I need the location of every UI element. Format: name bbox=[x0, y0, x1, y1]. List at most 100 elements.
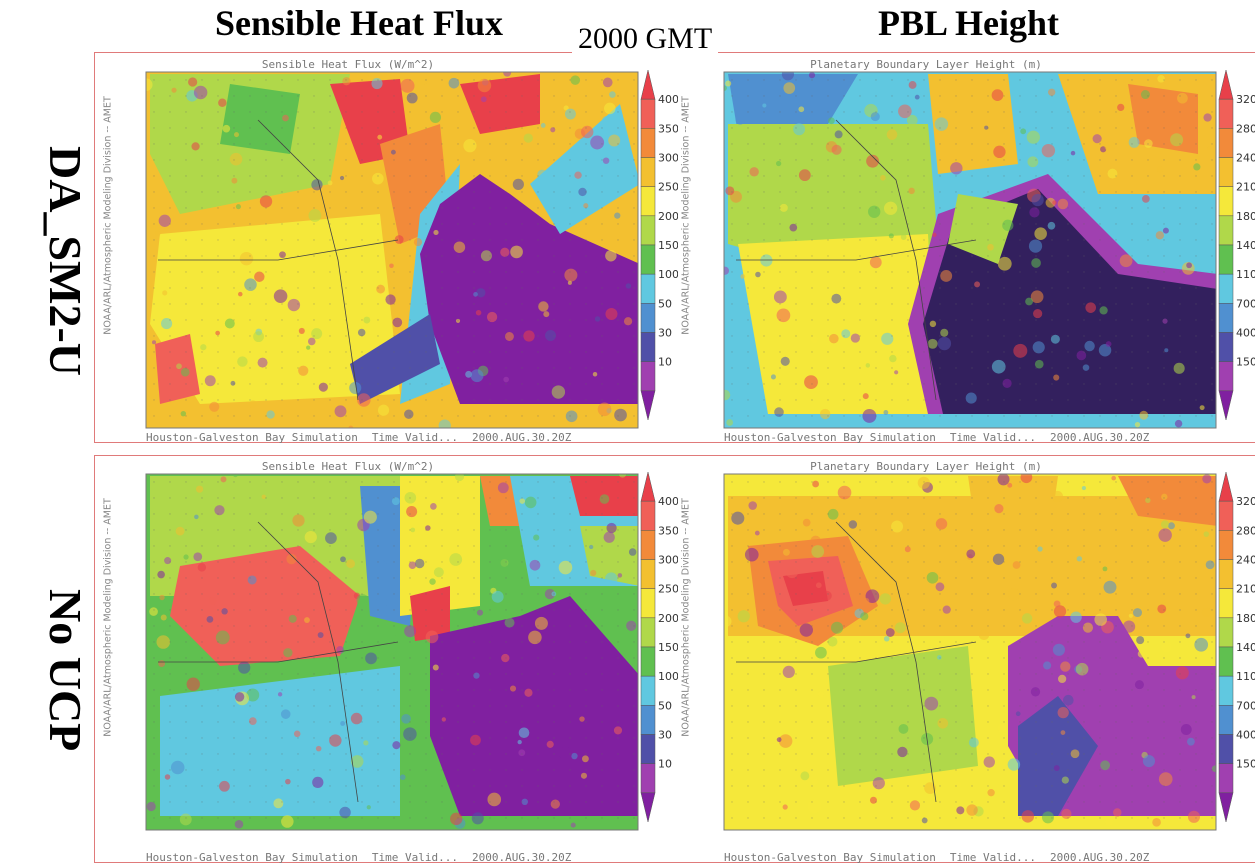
grid-point bbox=[345, 753, 347, 755]
grid-point bbox=[505, 335, 507, 337]
grid-point bbox=[907, 625, 909, 627]
colorbar-tick-label: 1100 bbox=[1236, 670, 1255, 683]
grid-point bbox=[795, 191, 797, 193]
grid-point bbox=[393, 609, 395, 611]
grid-point bbox=[553, 415, 555, 417]
contour-speckle bbox=[590, 569, 597, 577]
contour-speckle bbox=[886, 129, 898, 140]
contour-speckle bbox=[618, 474, 627, 478]
grid-point bbox=[731, 753, 733, 755]
grid-point bbox=[747, 705, 749, 707]
contour-speckle bbox=[601, 116, 612, 126]
contour-speckle bbox=[908, 81, 917, 89]
grid-point bbox=[425, 801, 427, 803]
grid-point bbox=[1083, 303, 1085, 305]
grid-point bbox=[585, 303, 587, 305]
grid-point bbox=[441, 609, 443, 611]
grid-point bbox=[1131, 657, 1133, 659]
grid-point bbox=[779, 383, 781, 385]
grid-point bbox=[553, 769, 555, 771]
grid-point bbox=[297, 223, 299, 225]
grid-point bbox=[1211, 737, 1213, 739]
contour-speckle bbox=[827, 508, 839, 520]
grid-point bbox=[633, 513, 635, 515]
grid-point bbox=[1019, 127, 1021, 129]
grid-point bbox=[569, 545, 571, 547]
grid-point bbox=[617, 785, 619, 787]
grid-point bbox=[585, 801, 587, 803]
map-border bbox=[145, 473, 639, 831]
contour-speckle bbox=[257, 357, 268, 368]
grid-point bbox=[153, 721, 155, 723]
grid-point bbox=[1003, 111, 1005, 113]
grid-point bbox=[313, 737, 315, 739]
grid-point bbox=[265, 673, 267, 675]
grid-point bbox=[731, 399, 733, 401]
contour-speckle bbox=[183, 554, 189, 560]
grid-point bbox=[217, 753, 219, 755]
contour-speckle bbox=[406, 92, 418, 104]
grid-point bbox=[393, 79, 395, 81]
grid-point bbox=[987, 577, 989, 579]
grid-point bbox=[1003, 817, 1005, 819]
grid-point bbox=[489, 705, 491, 707]
grid-point bbox=[153, 175, 155, 177]
grid-point bbox=[297, 641, 299, 643]
grid-point bbox=[505, 561, 507, 563]
grid-point bbox=[393, 351, 395, 353]
grid-point bbox=[747, 287, 749, 289]
grid-point bbox=[473, 481, 475, 483]
colorbar-swatch bbox=[1218, 559, 1234, 589]
grid-point bbox=[329, 673, 331, 675]
contour-region bbox=[1018, 696, 1098, 816]
grid-point bbox=[939, 303, 941, 305]
contour-speckle bbox=[834, 130, 843, 139]
grid-point bbox=[169, 801, 171, 803]
grid-point bbox=[393, 287, 395, 289]
contour-speckle bbox=[501, 653, 510, 663]
grid-point bbox=[1019, 801, 1021, 803]
contour-speckle bbox=[841, 329, 851, 339]
grid-point bbox=[249, 785, 251, 787]
grid-point bbox=[537, 383, 539, 385]
grid-point bbox=[281, 481, 283, 483]
grid-point bbox=[1051, 143, 1053, 145]
grid-point bbox=[811, 95, 813, 97]
contour-speckle bbox=[594, 316, 601, 322]
grid-point bbox=[617, 673, 619, 675]
grid-point bbox=[393, 785, 395, 787]
colorbar-tick-label: 3200 bbox=[1236, 93, 1255, 106]
contour-speckle bbox=[473, 292, 478, 297]
grid-point bbox=[185, 303, 187, 305]
grid-point bbox=[505, 367, 507, 369]
grid-point bbox=[217, 79, 219, 81]
grid-point bbox=[217, 271, 219, 273]
grid-point bbox=[473, 737, 475, 739]
grid-point bbox=[747, 673, 749, 675]
grid-point bbox=[153, 399, 155, 401]
grid-point bbox=[1035, 481, 1037, 483]
grid-point bbox=[907, 753, 909, 755]
contour-speckle bbox=[625, 283, 632, 289]
grid-point bbox=[297, 609, 299, 611]
grid-point bbox=[457, 367, 459, 369]
grid-point bbox=[987, 127, 989, 129]
contour-speckle bbox=[563, 105, 569, 111]
grid-point bbox=[185, 769, 187, 771]
contour-speckle bbox=[1053, 600, 1061, 608]
grid-point bbox=[553, 383, 555, 385]
grid-point bbox=[201, 577, 203, 579]
grid-point bbox=[1019, 817, 1021, 819]
contour-speckle bbox=[1152, 818, 1161, 827]
grid-point bbox=[907, 577, 909, 579]
grid-point bbox=[1035, 609, 1037, 611]
grid-point bbox=[1163, 111, 1165, 113]
grid-point bbox=[971, 625, 973, 627]
grid-point bbox=[169, 737, 171, 739]
grid-point bbox=[361, 705, 363, 707]
contour-region bbox=[1118, 476, 1216, 526]
grid-point bbox=[955, 737, 957, 739]
contour-speckle bbox=[524, 688, 533, 697]
grid-point bbox=[489, 271, 491, 273]
grid-point bbox=[249, 737, 251, 739]
